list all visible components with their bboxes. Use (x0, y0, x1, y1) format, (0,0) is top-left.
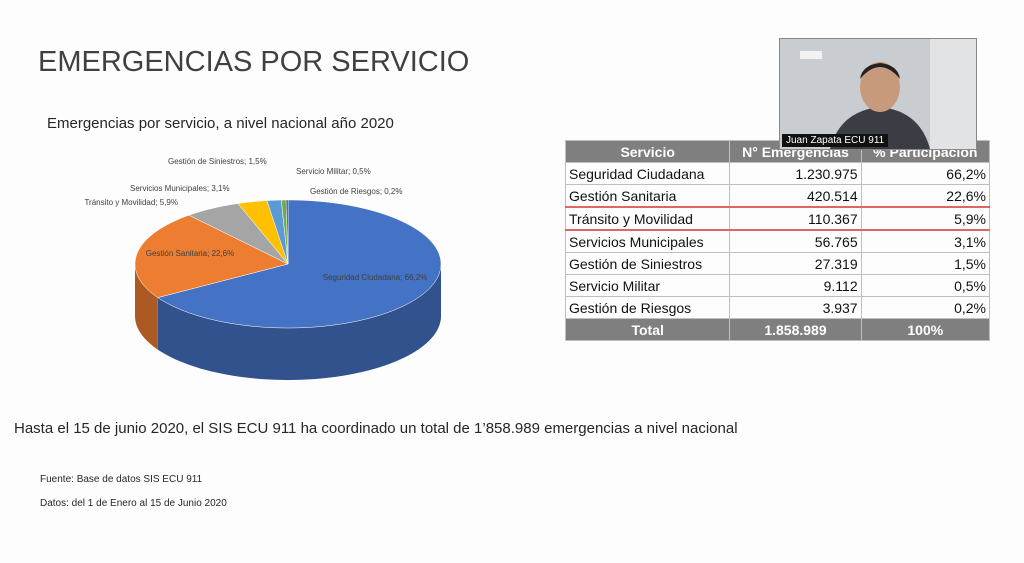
data-label: Gestión de Riesgos; 0,2% (310, 187, 403, 196)
total-row: Total 1.858.989 100% (564, 318, 991, 341)
table-cell: 5,9% (860, 206, 991, 231)
table-cell: 110.367 (729, 206, 862, 231)
data-label: Gestión de Siniestros; 1,5% (168, 157, 267, 166)
total-cell: 100% (860, 318, 991, 341)
table-cell: Gestión de Siniestros (564, 252, 731, 275)
table-cell: Tránsito y Movilidad (564, 206, 731, 231)
pie-slice (188, 203, 289, 265)
table-cell: 56.765 (729, 229, 862, 253)
table-cell: 0,2% (860, 296, 991, 319)
table-cell: Servicio Militar (564, 274, 731, 297)
table-row: Servicio Militar 9.112 0,5% (564, 274, 991, 297)
table-cell: 1,5% (860, 252, 991, 275)
table-cell: Seguridad Ciudadana (564, 162, 731, 185)
table-cell: 3,1% (860, 229, 991, 253)
slice-side (135, 264, 158, 350)
table-row: Gestión de Riesgos 3.937 0,2% (564, 296, 991, 319)
webcam-video (780, 39, 976, 149)
source-note: Fuente: Base de datos SIS ECU 911 (40, 474, 203, 485)
statement: Hasta el 15 de junio 2020, el SIS ECU 91… (14, 420, 738, 437)
table-cell: 0,5% (860, 274, 991, 297)
total-cell: Total (564, 318, 731, 341)
chart-title: Emergencias por servicio, a nivel nacion… (47, 115, 394, 132)
pie-slice (157, 199, 442, 329)
data-label: Tránsito y Movilidad; 5,9% (84, 198, 178, 207)
table-cell: 3.937 (729, 296, 862, 319)
data-label: Seguridad Ciudadana; 66,2% (323, 273, 428, 282)
table-cell: Gestión de Riesgos (564, 296, 731, 319)
table-cell: 420.514 (729, 184, 862, 208)
table-row: Servicios Municipales 56.765 3,1% (564, 229, 991, 253)
table-row: Gestión Sanitaria 420.514 22,6% (564, 184, 991, 208)
table-cell: 9.112 (729, 274, 862, 297)
data-label: Servicio Militar; 0,5% (296, 167, 371, 176)
data-label: Gestión Sanitaria; 22,6% (146, 249, 235, 258)
table-cell: 66,2% (860, 162, 991, 185)
pie-slice (134, 214, 289, 298)
pie-chart: Seguridad Ciudadana; 66,2% Gestión Sanita… (84, 157, 442, 380)
participant-name: Juan Zapata ECU 911 (782, 134, 889, 147)
webcam-tile: Juan Zapata ECU 911 (779, 38, 977, 150)
header-cell: Servicio (564, 140, 731, 163)
slice-side (157, 264, 441, 380)
data-table: Servicio N° Emergencias% Participación Seg… (564, 140, 991, 341)
slide-title: EMERGENCIAS POR SERVICIO (38, 46, 470, 78)
table-cell: Servicios Municipales (564, 229, 731, 253)
table-row: Seguridad Ciudadana 1.230.975 66,2% (564, 162, 991, 185)
date-note: Datos: del 1 de Enero al 15 de Junio 202… (40, 498, 227, 509)
total-cell: 1.858.989 (729, 318, 862, 341)
table-cell: 1.230.975 (729, 162, 862, 185)
table-row: Tránsito y Movilidad 110.367 5,9% (564, 206, 991, 231)
table-cell: 22,6% (860, 184, 991, 208)
data-label: Servicios Municipales; 3,1% (130, 184, 230, 193)
pie-slice (237, 200, 289, 265)
table-row: Gestión de Siniestros 27.319 1,5% (564, 252, 991, 275)
table-cell: 27.319 (729, 252, 862, 275)
pie-slice (285, 199, 289, 265)
table-cell: Gestión Sanitaria (564, 184, 731, 208)
